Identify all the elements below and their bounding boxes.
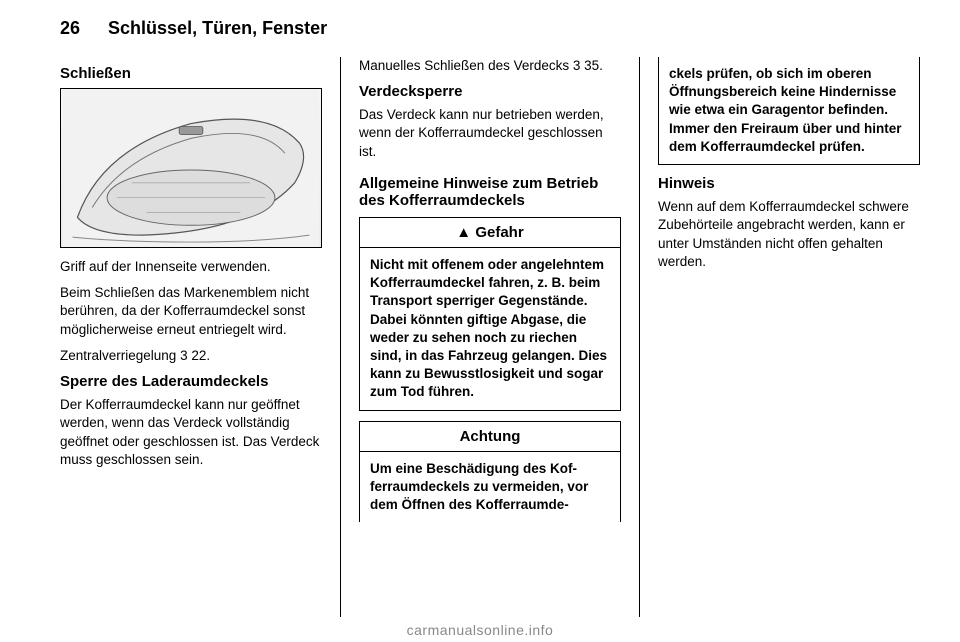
danger-box: ▲ Gefahr Nicht mit offenem oder angele­h… — [359, 217, 621, 411]
heading-loadlock: Sperre des Laderaumdeckels — [60, 373, 322, 390]
p-manual-text: Manuelles Schließen des Verdecks — [359, 58, 573, 73]
chapter-title: Schlüssel, Türen, Fenster — [108, 18, 327, 39]
p-vlock: Das Verdeck kann nur betrieben wer­den, … — [359, 106, 621, 161]
column-2: Manuelles Schließen des Verdecks 3 35. V… — [340, 57, 639, 617]
p-grip: Griff auf der Innenseite verwenden. — [60, 258, 322, 276]
xref-central: 3 22. — [180, 348, 210, 363]
footer-url: carmanualsonline.info — [0, 622, 960, 638]
danger-body: Nicht mit offenem oder angele­hntem Koff… — [360, 248, 620, 410]
caution-box-part2: ckels prüfen, ob sich im oberen Öffnungs… — [658, 57, 920, 165]
column-1: Schließen Griff auf der Innenseite verwe… — [60, 57, 340, 617]
p-emblem: Beim Schließen das Markenemblem nicht be… — [60, 284, 322, 339]
p-note: Wenn auf dem Kofferraumdeckel schwere Zu… — [658, 198, 920, 271]
danger-title: Gefahr — [475, 224, 523, 241]
p-loadlock: Der Kofferraumdeckel kann nur ge­öffnet … — [60, 396, 322, 469]
caution-box-part1: Achtung Um eine Beschädigung des Kof­fer… — [359, 421, 621, 523]
caution-title: Achtung — [360, 422, 620, 452]
heading-general: Allgemeine Hinweise zum Betrieb des Koff… — [359, 175, 621, 209]
caution-body-part1: Um eine Beschädigung des Kof­ferraumdeck… — [360, 452, 620, 523]
xref-manual: 3 35. — [573, 58, 603, 73]
page-header: 26 Schlüssel, Türen, Fenster — [60, 18, 920, 39]
warning-triangle-icon: ▲ — [456, 224, 471, 241]
illustration-trunk — [60, 88, 322, 248]
page-container: 26 Schlüssel, Türen, Fenster Schließen G… — [0, 0, 960, 642]
page-number: 26 — [60, 18, 80, 39]
columns-wrap: Schließen Griff auf der Innenseite verwe… — [60, 57, 920, 617]
p-central-text: Zentralverriegelung — [60, 348, 180, 363]
heading-close: Schließen — [60, 65, 322, 82]
caution-body-part2: ckels prüfen, ob sich im oberen Öffnungs… — [659, 57, 919, 164]
p-central-lock: Zentralverriegelung 3 22. — [60, 347, 322, 365]
heading-vlock: Verdecksperre — [359, 83, 621, 100]
heading-note: Hinweis — [658, 175, 920, 192]
danger-title-row: ▲ Gefahr — [360, 218, 620, 248]
column-3: ckels prüfen, ob sich im oberen Öffnungs… — [639, 57, 920, 617]
p-manual-close: Manuelles Schließen des Verdecks 3 35. — [359, 57, 621, 75]
trunk-svg — [61, 89, 321, 247]
